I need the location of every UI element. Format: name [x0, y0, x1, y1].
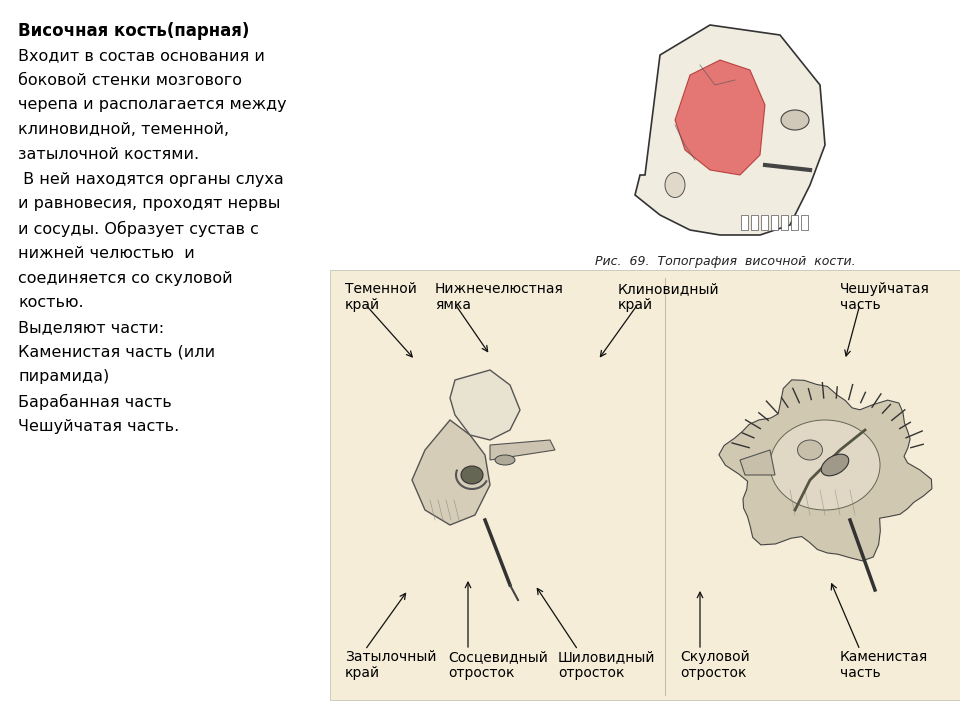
- Polygon shape: [719, 380, 932, 561]
- Bar: [771, 215, 778, 230]
- Text: Входит в состав основания и: Входит в состав основания и: [18, 48, 265, 63]
- Bar: [791, 215, 798, 230]
- Text: костью.: костью.: [18, 295, 84, 310]
- Text: Чешуйчатая
часть: Чешуйчатая часть: [840, 282, 930, 312]
- Polygon shape: [740, 450, 775, 475]
- Text: Чешуйчатая часть.: Чешуйчатая часть.: [18, 419, 180, 434]
- Text: и сосуды. Образует сустав с: и сосуды. Образует сустав с: [18, 221, 259, 237]
- Text: Теменной
край: Теменной край: [345, 282, 417, 312]
- Text: черепа и располагается между: черепа и располагается между: [18, 97, 287, 112]
- Text: Сосцевидный
отросток: Сосцевидный отросток: [448, 650, 548, 680]
- Text: клиновидной, теменной,: клиновидной, теменной,: [18, 122, 229, 138]
- Text: Выделяют части:: Выделяют части:: [18, 320, 164, 335]
- Text: пирамида): пирамида): [18, 369, 109, 384]
- Bar: [330, 270, 960, 700]
- Bar: [751, 215, 758, 230]
- Ellipse shape: [770, 420, 880, 510]
- Ellipse shape: [495, 455, 515, 465]
- Polygon shape: [675, 60, 765, 175]
- Text: В ней находятся органы слуха: В ней находятся органы слуха: [18, 171, 284, 186]
- Ellipse shape: [665, 173, 685, 197]
- Text: затылочной костями.: затылочной костями.: [18, 147, 199, 162]
- Text: боковой стенки мозгового: боковой стенки мозгового: [18, 73, 242, 88]
- Text: Скуловой
отросток: Скуловой отросток: [680, 650, 750, 680]
- Polygon shape: [412, 420, 490, 525]
- Text: Каменистая
часть: Каменистая часть: [840, 650, 928, 680]
- Polygon shape: [635, 25, 825, 235]
- Text: Рис.  69.  Топография  височной  кости.: Рис. 69. Топография височной кости.: [595, 255, 855, 268]
- Ellipse shape: [781, 110, 809, 130]
- Text: соединяется со скуловой: соединяется со скуловой: [18, 271, 232, 286]
- Text: Затылочный
край: Затылочный край: [345, 650, 437, 680]
- Ellipse shape: [461, 466, 483, 484]
- Text: Шиловидный
отросток: Шиловидный отросток: [558, 650, 656, 680]
- Text: Клиновидный
край: Клиновидный край: [618, 282, 720, 312]
- Bar: [801, 215, 808, 230]
- Ellipse shape: [798, 440, 823, 460]
- Polygon shape: [490, 440, 555, 460]
- Text: и равновесия, проходят нервы: и равновесия, проходят нервы: [18, 197, 280, 212]
- Text: Височная кость(парная): Височная кость(парная): [18, 22, 250, 40]
- Text: Каменистая часть (или: Каменистая часть (или: [18, 345, 215, 360]
- Text: Барабанная часть: Барабанная часть: [18, 394, 172, 410]
- Text: Нижнечелюстная
ямка: Нижнечелюстная ямка: [435, 282, 564, 312]
- Text: нижней челюстью  и: нижней челюстью и: [18, 246, 195, 261]
- Bar: [741, 215, 748, 230]
- Bar: [781, 215, 788, 230]
- Polygon shape: [450, 370, 520, 440]
- Bar: [761, 215, 768, 230]
- Ellipse shape: [821, 454, 849, 476]
